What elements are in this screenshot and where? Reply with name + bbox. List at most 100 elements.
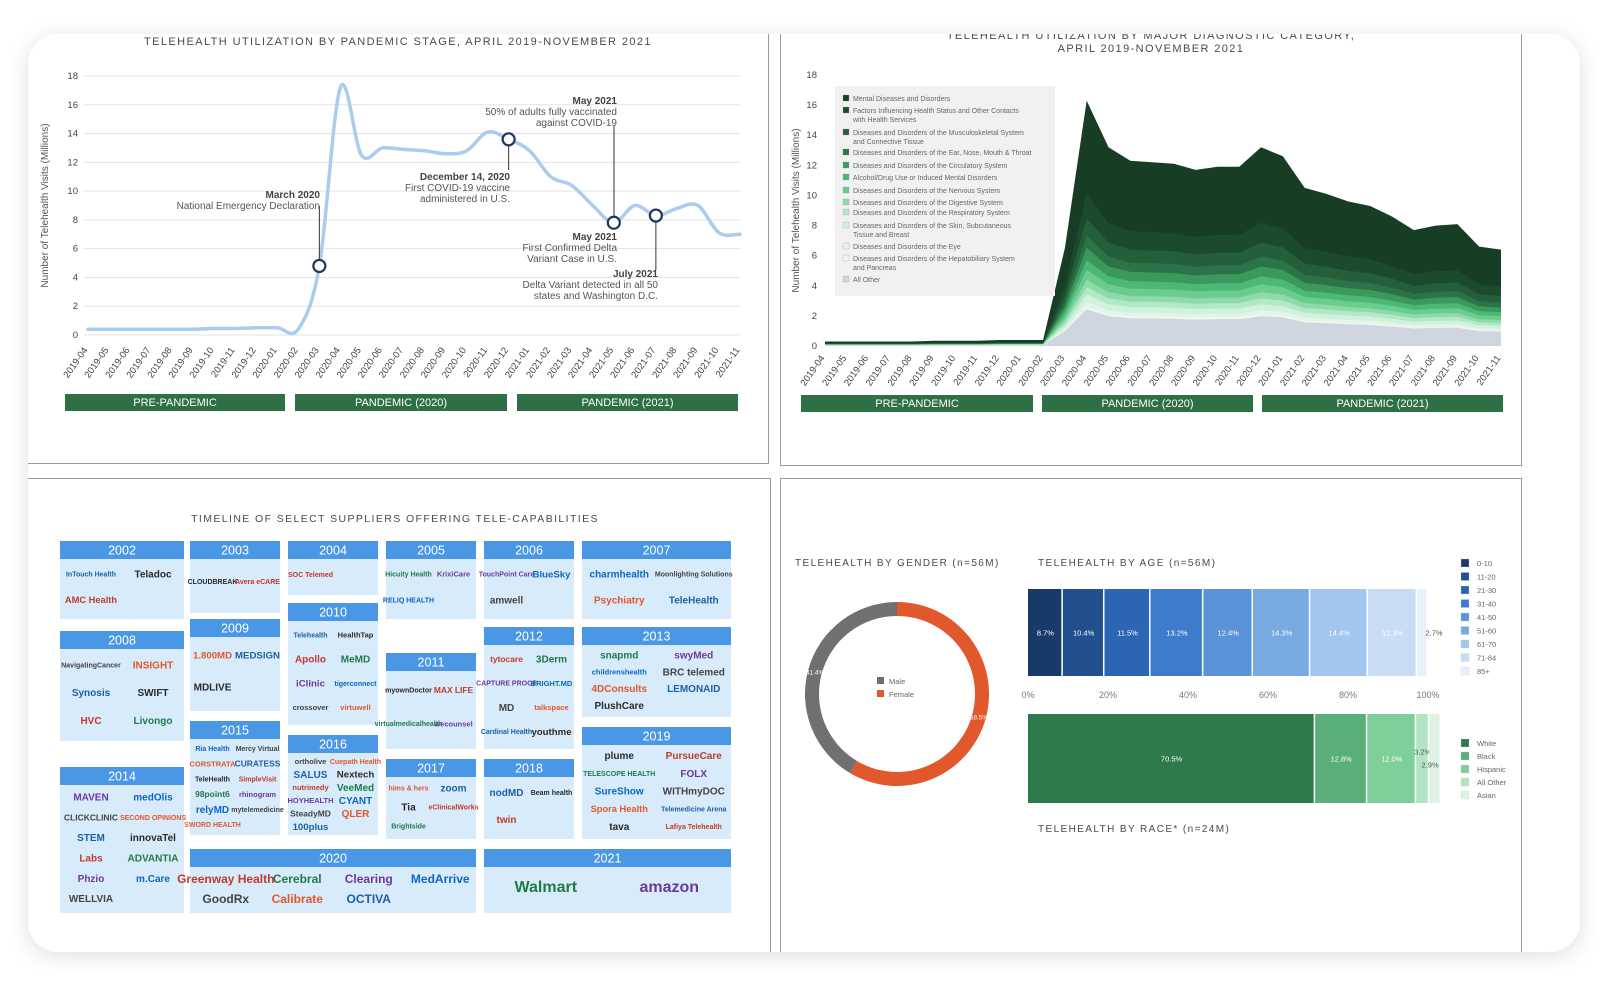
race-legend-swatch	[1460, 777, 1470, 787]
year-tile	[484, 867, 731, 913]
supplier-logo: CYANT	[339, 796, 373, 807]
supplier-logo: AMC Health	[65, 595, 117, 605]
supplier-logo: Labs	[79, 853, 103, 864]
annotation-text: Delta Variant detected in all 50	[523, 280, 659, 291]
year-header	[60, 767, 184, 785]
age-legend-label: 11-20	[1477, 573, 1496, 582]
supplier-logo: virtuwell	[340, 703, 370, 712]
age-legend-label: 0-10	[1477, 559, 1492, 568]
supplier-logo: snapmd	[600, 651, 638, 662]
year-header	[484, 759, 574, 777]
supplier-logo: MAX LIFE	[434, 685, 474, 695]
y-axis-label: Number of Telehealth Visits (Millions)	[40, 123, 51, 287]
legend-label-cont: and Pancreas	[853, 265, 897, 272]
race-legend-swatch	[1460, 738, 1470, 748]
supplier-logo: Cerebral	[273, 872, 322, 886]
year-header	[190, 619, 280, 637]
year-label: 2005	[417, 544, 445, 558]
legend-swatch	[842, 242, 850, 250]
dashboard-card: TELEHEALTH UTILIZATION BY PANDEMIC STAGE…	[28, 34, 1580, 952]
legend-swatch	[842, 221, 850, 229]
supplier-logo: Beam health	[531, 790, 573, 797]
race-legend-swatch	[1460, 751, 1470, 761]
year-tile	[386, 559, 476, 619]
y-tick-label: 16	[806, 100, 817, 111]
demographics-panel: TELEHEALTH BY GENDER (n=56M) 58.5% 41.4% Ma…	[780, 478, 1522, 952]
supplier-logo: Phzio	[78, 874, 105, 885]
supplier-logo: Lafiya Telehealth	[666, 824, 722, 831]
supplier-logo: Greenway Health	[177, 872, 274, 886]
gender-chart-title: TELEHEALTH BY GENDER (n=56M)	[795, 558, 1000, 569]
year-header	[288, 603, 378, 621]
legend-label: Diseases and Disorders of the Respirator…	[853, 210, 1010, 217]
legend-label: Alcohol/Drug Use or Induced Mental Disor…	[853, 175, 998, 182]
area-chart: TELEHEALTH UTILIZATION BY MAJOR DIAGNOST…	[791, 34, 1503, 412]
year-tile	[190, 867, 476, 913]
age-x-tick: 20%	[1099, 690, 1117, 700]
y-tick-label: 4	[812, 281, 817, 292]
year-header	[484, 627, 574, 645]
supplier-logo: mytelemedicine	[231, 807, 284, 814]
year-label: 2018	[515, 762, 543, 776]
y-tick-label: 16	[67, 100, 78, 111]
supplier-logo: PlushCare	[595, 701, 645, 712]
race-segment	[1315, 714, 1366, 803]
legend-swatch	[842, 94, 850, 102]
year-label: 2014	[108, 770, 136, 784]
supplier-logo: Synosis	[72, 688, 111, 699]
supplier-logo: Moonlighting Solutions	[655, 571, 733, 578]
supplier-logo: eClinicalWorks	[428, 805, 478, 812]
donut-legend-label: Female	[889, 690, 914, 699]
year-label: 2011	[418, 656, 445, 670]
year-label: 2021	[594, 852, 622, 866]
series-line	[86, 82, 742, 336]
supplier-logo: Teladoc	[134, 569, 171, 580]
supplier-logo: Hicuity Health	[385, 571, 432, 578]
supplier-logo: Mercy Virtual	[236, 746, 280, 753]
supplier-logo: 3Derm	[536, 654, 567, 665]
supplier-logo: 4DConsults	[591, 684, 647, 695]
annotation-text: Variant Case in U.S.	[527, 254, 617, 265]
supplier-logo: MEDSIGN	[235, 650, 280, 661]
supplier-logo: medOlis	[133, 792, 173, 803]
area-band	[825, 309, 1501, 346]
event-marker	[501, 132, 516, 147]
legend-label: Diseases and Disorders of the Musculoske…	[853, 130, 1024, 137]
supplier-logo: iClinic	[296, 679, 326, 690]
supplier-logo: BRIGHT.MD	[531, 679, 573, 688]
age-segment-label: 11.5%	[1117, 629, 1138, 638]
age-legend-swatch	[1460, 585, 1470, 595]
supplier-logo: zoom	[440, 784, 466, 795]
supplier-logo: childrenshealth	[592, 668, 647, 677]
age-segment	[1203, 589, 1252, 676]
chart-title: TELEHEALTH UTILIZATION BY PANDEMIC STAGE…	[144, 36, 652, 48]
supplier-logo: hims & hers	[388, 786, 428, 793]
year-header	[582, 627, 731, 645]
supplier-timeline: TIMELINE OF SELECT SUPPLIERS OFFERING TE…	[60, 513, 733, 913]
year-header	[582, 541, 731, 559]
year-label: 2010	[319, 606, 347, 620]
race-segment	[1367, 714, 1415, 803]
supplier-logo: SECOND OPINIONS	[120, 815, 186, 822]
chart-title: APRIL 2019-NOVEMBER 2021	[1058, 43, 1245, 55]
legend-swatch	[842, 173, 850, 181]
year-tile	[582, 645, 731, 717]
year-tile	[60, 785, 184, 913]
race-segment	[1429, 714, 1440, 803]
age-legend-label: 71-84	[1477, 654, 1496, 663]
legend-swatch	[842, 148, 850, 156]
year-header	[582, 727, 731, 745]
supplier-logo: m.Care	[136, 874, 170, 885]
legend-swatch	[842, 128, 850, 136]
legend-swatch	[842, 161, 850, 169]
legend-label: Diseases and Disorders of the Nervous Sy…	[853, 188, 1000, 195]
stage-label: PANDEMIC (2021)	[1336, 398, 1428, 410]
legend-label-cont: with Health Services	[852, 117, 917, 124]
year-header	[190, 541, 280, 559]
annotation-title: May 2021	[573, 232, 618, 243]
timeline-title: TIMELINE OF SELECT SUPPLIERS OFFERING TE…	[191, 513, 599, 525]
legend-box	[835, 86, 1055, 296]
y-tick-label: 0	[812, 341, 817, 352]
supplier-logo: tytocare	[490, 654, 523, 664]
year-tile	[288, 621, 378, 725]
